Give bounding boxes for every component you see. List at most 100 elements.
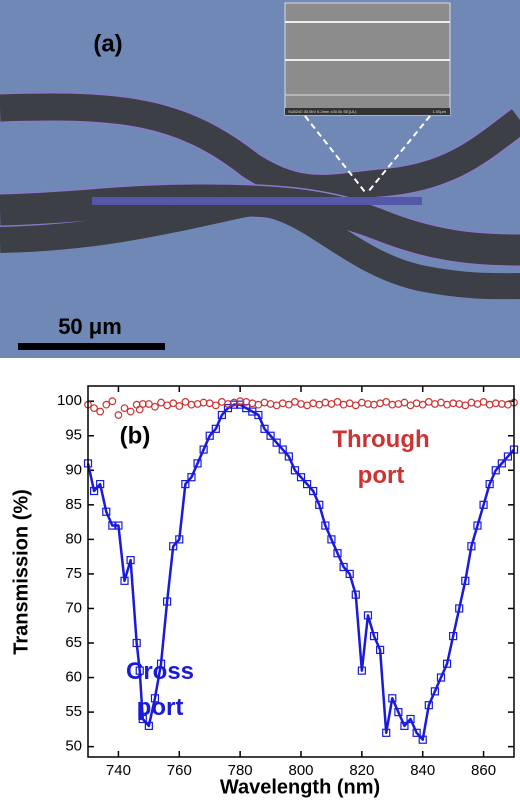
inset-caption: SU8240 30.0kV 6.2mm x30.0k SE(UL) (288, 109, 357, 114)
marker (132, 638, 141, 648)
waveguide (0, 93, 520, 202)
marker (321, 521, 330, 530)
marker (217, 410, 226, 420)
marker (369, 631, 379, 641)
marker (181, 480, 190, 489)
zoom-line (367, 115, 431, 193)
x-tick-label: 740 (106, 762, 131, 779)
y-tick-label: 95 (65, 427, 82, 444)
x-tick-label: 760 (167, 762, 192, 779)
marker (126, 407, 135, 416)
marker (229, 400, 239, 409)
marker (449, 631, 458, 641)
marker (157, 398, 165, 407)
y-tick-label: 80 (65, 530, 82, 547)
coupler (92, 197, 422, 205)
marker (315, 500, 324, 509)
y-tick-label: 100 (57, 392, 82, 409)
marker (339, 562, 348, 572)
x-tick-label: 780 (228, 762, 253, 779)
marker (461, 576, 470, 585)
marker (345, 569, 354, 579)
marker (211, 401, 220, 410)
marker (89, 486, 99, 496)
marker (205, 431, 214, 440)
marker (96, 407, 105, 416)
y-tick-label: 60 (65, 669, 82, 686)
y-tick-label: 75 (65, 565, 82, 582)
marker (455, 604, 464, 613)
marker (382, 397, 391, 406)
marker (108, 521, 117, 530)
marker (254, 410, 263, 420)
marker (193, 459, 202, 468)
marker (376, 645, 385, 655)
marker (108, 397, 117, 406)
micrograph: SU8240 30.0kV 6.2mm x30.0k SE(UL) 1.00μm… (0, 0, 520, 358)
x-tick-label: 800 (288, 762, 313, 779)
marker (357, 666, 366, 675)
marker (150, 694, 160, 703)
scale-bar (18, 343, 165, 350)
x-tick-label: 860 (471, 762, 496, 779)
marker (296, 473, 306, 482)
plot-frame (87, 385, 515, 758)
marker (467, 542, 476, 551)
marker (309, 486, 318, 496)
series-label: Cross port (125, 658, 195, 721)
x-tick-label: 820 (349, 762, 374, 779)
marker (388, 694, 397, 703)
series-label: Through port (332, 426, 430, 489)
marker (442, 659, 452, 668)
marker (90, 404, 98, 413)
marker (144, 400, 153, 408)
inset-bar (285, 108, 450, 115)
marker (163, 597, 172, 606)
inset-scale: 1.00μm (433, 109, 447, 114)
marker (418, 400, 427, 409)
marker (485, 480, 494, 489)
waveguide (0, 190, 520, 300)
marker (114, 411, 123, 419)
marker (461, 401, 470, 410)
marker (260, 424, 269, 433)
marker (120, 404, 129, 413)
y-tick-label: 85 (65, 496, 82, 513)
marker (278, 445, 287, 454)
marker (284, 400, 293, 409)
marker (211, 424, 220, 433)
marker (412, 728, 421, 737)
marker (473, 521, 482, 530)
marker (382, 728, 391, 737)
marker (199, 445, 208, 454)
marker (302, 480, 312, 489)
marker (363, 611, 373, 620)
marker (491, 466, 500, 475)
marker (272, 438, 281, 447)
marker (351, 401, 360, 410)
marker (169, 542, 178, 551)
marker (430, 687, 439, 696)
marker (156, 659, 166, 668)
y-tick-label: 90 (65, 461, 82, 478)
marker (394, 707, 403, 717)
marker (479, 500, 488, 509)
marker (138, 714, 147, 724)
marker (436, 673, 446, 682)
marker (151, 402, 159, 411)
marker (424, 701, 433, 710)
marker (418, 735, 427, 744)
marker (175, 535, 184, 544)
y-tick-label: 50 (65, 738, 82, 755)
marker (333, 549, 342, 558)
marker (290, 466, 300, 475)
marker (144, 721, 153, 731)
marker (120, 576, 129, 585)
y-axis-title: Transmission (%) (10, 489, 32, 655)
panel-label: (b) (120, 422, 151, 449)
marker (351, 590, 360, 599)
marker (169, 399, 178, 408)
marker (406, 714, 415, 724)
